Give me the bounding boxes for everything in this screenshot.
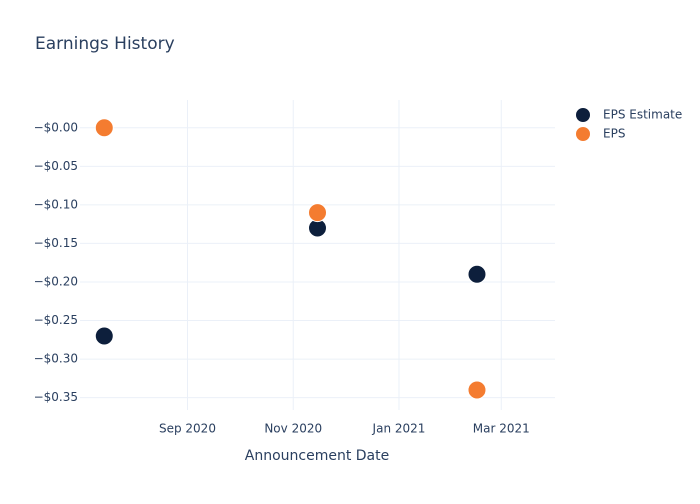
x-tick-label: Jan 2021	[372, 422, 426, 436]
x-axis-title: Announcement Date	[245, 448, 389, 464]
y-tick-label: −$0.05	[34, 159, 78, 173]
y-tick-label: −$0.25	[34, 313, 78, 327]
legend-marker	[575, 107, 591, 123]
y-tick-label: −$0.20	[34, 274, 78, 288]
y-tick-label: −$0.15	[34, 236, 78, 250]
point	[308, 203, 327, 223]
point	[94, 118, 114, 138]
legend-label: EPS Estimate	[603, 108, 682, 122]
y-tick-label: −$0.00	[34, 120, 78, 134]
chart-title: Earnings History	[35, 34, 175, 54]
y-tick-label: −$0.10	[34, 197, 78, 211]
legend-marker	[575, 126, 591, 142]
x-tick-label: Mar 2021	[473, 422, 530, 436]
x-tick-label: Sep 2020	[159, 422, 216, 436]
legend-label: EPS	[603, 127, 625, 141]
y-tick-label: −$0.30	[34, 352, 78, 366]
y-tick-label: −$0.35	[34, 390, 78, 404]
point	[467, 264, 487, 284]
point	[94, 326, 114, 346]
x-tick-label: Nov 2020	[264, 422, 322, 436]
point	[467, 380, 487, 400]
